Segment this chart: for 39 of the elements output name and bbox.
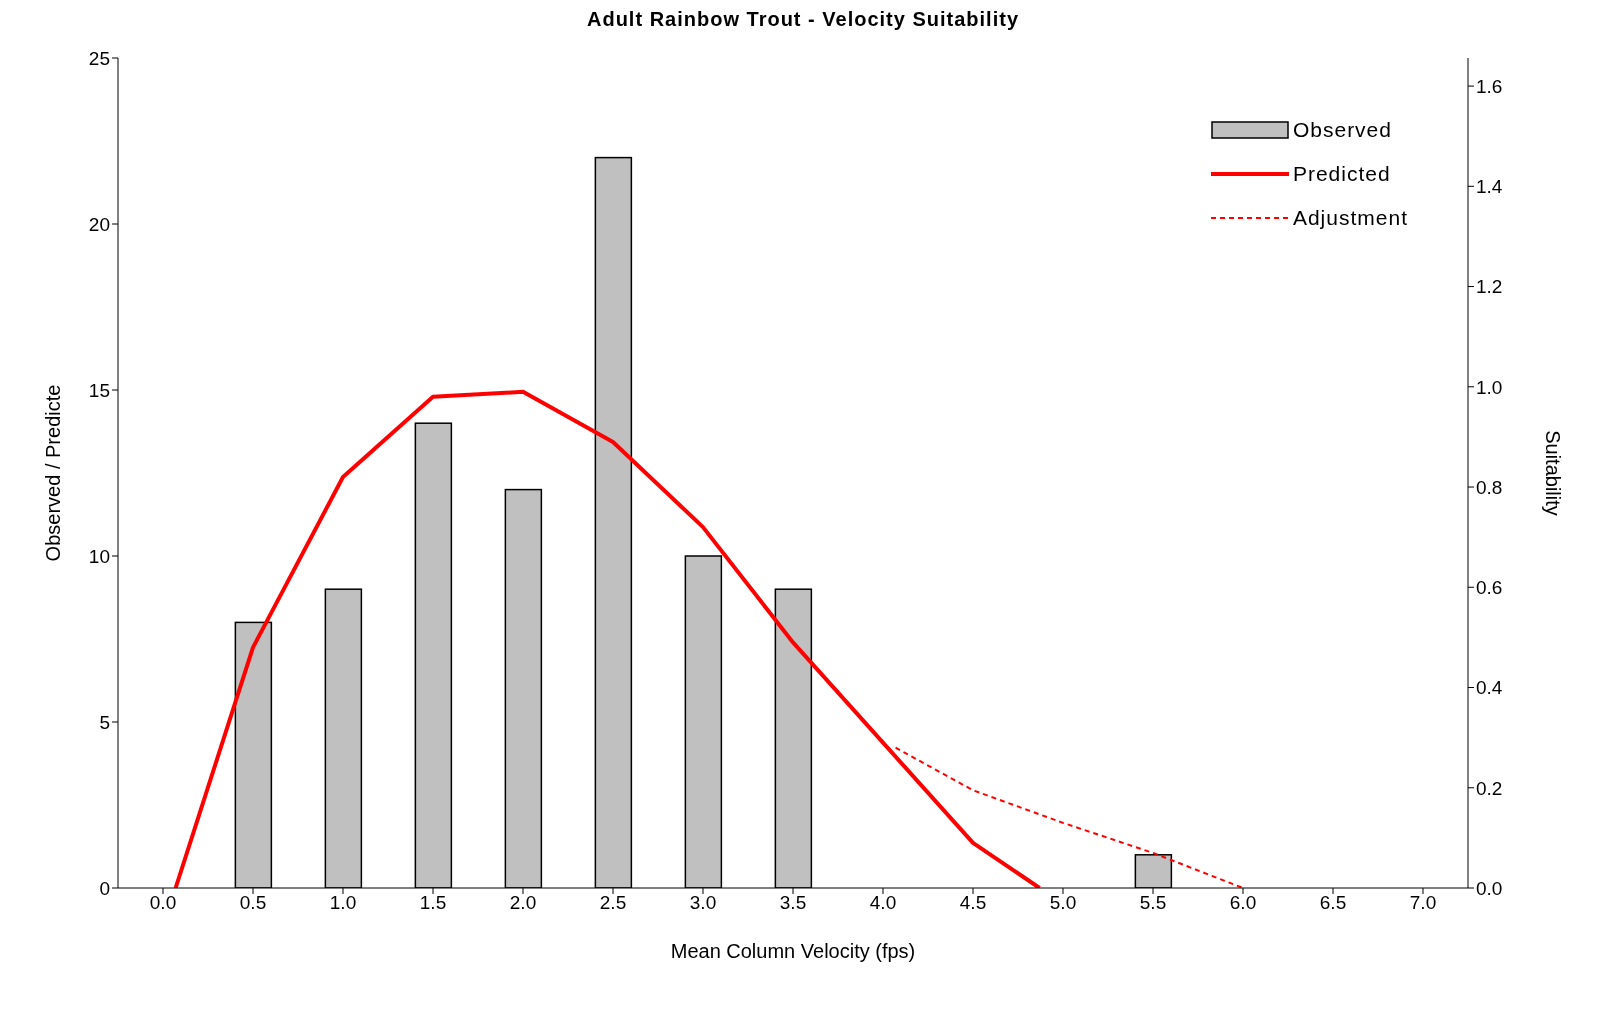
x-tick-label: 0.5 <box>239 892 267 914</box>
y-tick-label: 5 <box>99 711 110 733</box>
x-tick-label: 4.0 <box>869 892 897 914</box>
x-tick-label: 2.5 <box>599 892 627 914</box>
y2-tick-label: 0.0 <box>1476 877 1503 899</box>
legend-label: Predicted <box>1292 162 1391 186</box>
chart-title: Adult Rainbow Trout - Velocity Suitability <box>586 8 1020 32</box>
x-tick-label: 0.0 <box>149 892 177 914</box>
y2-tick-label: 1.2 <box>1476 276 1503 298</box>
x-tick-label: 6.5 <box>1319 892 1347 914</box>
y2-tick-label: 1.6 <box>1476 75 1503 97</box>
x-axis-title: Mean Column Velocity (fps) <box>670 940 916 962</box>
x-tick-label: 5.5 <box>1139 892 1167 914</box>
y-axis-title: Observed / Predicte <box>42 384 65 562</box>
y-tick-label: 10 <box>88 545 110 567</box>
x-tick-label: 4.5 <box>959 892 987 914</box>
line-series <box>173 389 1042 888</box>
y-tick-label: 25 <box>88 47 110 69</box>
y2-tick-label: 0.2 <box>1476 777 1503 799</box>
x-tick-label: 3.5 <box>779 892 807 914</box>
y2-axis-title: Suitability <box>1541 430 1564 516</box>
x-tick-label: 6.0 <box>1229 892 1257 914</box>
y2-tick-label: 1.4 <box>1476 176 1503 198</box>
legend-label: Adjustment <box>1292 206 1408 230</box>
x-tick-label: 1.0 <box>329 892 357 914</box>
legend-label: Observed <box>1292 118 1392 142</box>
y2-tick-label: 0.8 <box>1476 476 1503 498</box>
line-series <box>894 746 1244 888</box>
x-tick-label: 5.0 <box>1049 892 1077 914</box>
y2-tick-label: 1.0 <box>1476 376 1503 398</box>
y-tick-label: 0 <box>99 877 110 899</box>
x-tick-label: 3.0 <box>689 892 717 914</box>
y-tick-label: 15 <box>88 379 110 401</box>
x-tick-label: 2.0 <box>509 892 537 914</box>
y-tick-label: 20 <box>88 213 110 235</box>
x-tick-label: 7.0 <box>1409 892 1437 914</box>
y2-tick-label: 0.6 <box>1476 577 1503 599</box>
y2-tick-label: 0.4 <box>1476 677 1503 699</box>
x-tick-label: 1.5 <box>419 892 447 914</box>
